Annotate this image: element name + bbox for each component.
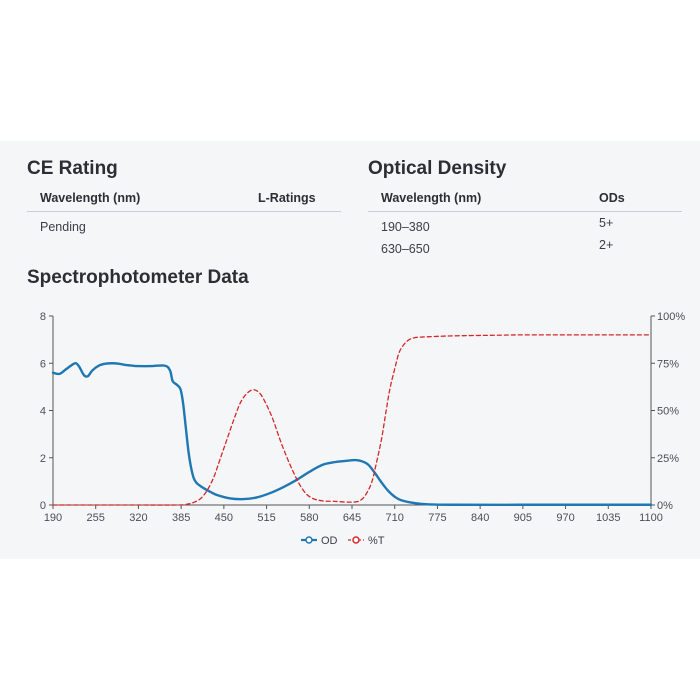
x-tick-label: 450 <box>215 512 233 524</box>
ce-col-wavelength: Wavelength (nm) <box>40 191 141 205</box>
content-panel: CE Rating Wavelength (nm) L-Ratings Pend… <box>0 141 700 559</box>
y-left-tick-label: 8 <box>40 311 46 323</box>
spectro-chart: 190 255 320 385 450 515 580 645 710 775 840 905 970 1… <box>0 300 700 558</box>
series-line-t <box>52 334 652 506</box>
x-tick-label: 580 <box>300 512 318 524</box>
y-left-tick-label: 6 <box>40 358 46 370</box>
series-line-od <box>51 361 653 506</box>
x-tick-label: 905 <box>514 512 532 524</box>
od-cell-od: 2+ <box>599 238 614 252</box>
od-col-ods: ODs <box>599 191 625 205</box>
legend-marker-od <box>305 536 313 544</box>
x-tick-label: 515 <box>257 512 275 524</box>
x-tick-label: 645 <box>343 512 361 524</box>
od-cell-wavelength: 630–650 <box>381 242 430 256</box>
x-tick-label: 1035 <box>596 512 620 524</box>
legend-label-od: OD <box>321 535 338 547</box>
optical-density-table: Wavelength (nm) ODs 190–380 5+ 630–650 2… <box>368 187 682 260</box>
y-right-tick-label: 50% <box>657 406 679 418</box>
od-header-row: Wavelength (nm) ODs <box>368 187 682 212</box>
y-left-tick-label: 2 <box>40 453 46 465</box>
spectro-title: Spectrophotometer Data <box>27 267 249 288</box>
spectro-chart-svg: 190 255 320 385 450 515 580 645 710 775 840 905 970 1… <box>40 311 685 547</box>
y-right-tick-label: 25% <box>657 453 679 465</box>
y-left-tick-label: 4 <box>40 406 46 418</box>
ce-rating-title: CE Rating <box>27 158 118 179</box>
y-right-tick-label: 100% <box>657 311 685 323</box>
table-row: 630–650 2+ <box>368 238 682 260</box>
od-col-wavelength: Wavelength (nm) <box>381 191 482 205</box>
x-tick-label: 320 <box>129 512 147 524</box>
table-row: 190–380 5+ <box>368 216 682 238</box>
od-cell-od: 5+ <box>599 216 614 230</box>
x-tick-label: 190 <box>44 512 62 524</box>
ce-rating-table: Wavelength (nm) L-Ratings Pending <box>27 187 341 238</box>
x-tick-label: 710 <box>386 512 404 524</box>
optical-density-title: Optical Density <box>368 158 507 179</box>
od-cell-wavelength: 190–380 <box>381 220 430 234</box>
x-tick-label: 840 <box>471 512 489 524</box>
y-right-tick-label: 75% <box>657 358 679 370</box>
x-tick-label: 385 <box>172 512 190 524</box>
y-left-tick-label: 0 <box>40 500 46 512</box>
x-tick-label: 970 <box>556 512 574 524</box>
table-row: Pending <box>27 216 341 238</box>
ce-cell-wavelength: Pending <box>40 220 86 234</box>
x-tick-label: 255 <box>87 512 105 524</box>
x-tick-label: 1100 <box>639 512 663 524</box>
y-right-tick-label: 0% <box>657 500 673 512</box>
legend-marker-t <box>352 536 360 544</box>
ce-col-lratings: L-Ratings <box>258 191 316 205</box>
ce-rating-header-row: Wavelength (nm) L-Ratings <box>27 187 341 212</box>
x-tick-label: 775 <box>428 512 446 524</box>
legend-label-t: %T <box>368 535 385 547</box>
